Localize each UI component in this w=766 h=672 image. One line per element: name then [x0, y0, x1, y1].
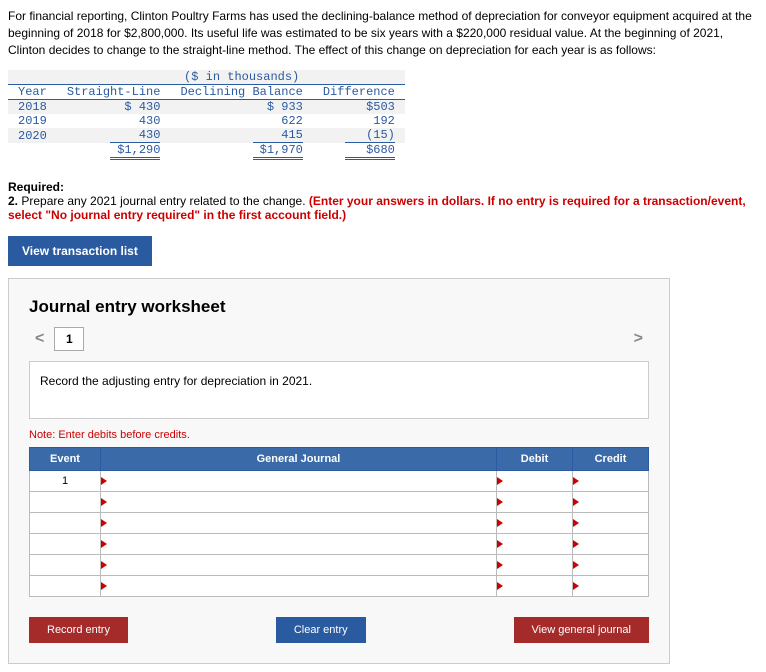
- credit-input[interactable]: [573, 513, 649, 534]
- worksheet-title: Journal entry worksheet: [29, 297, 649, 317]
- journal-worksheet: Journal entry worksheet < 1 > Record the…: [8, 278, 670, 664]
- event-cell: [30, 513, 101, 534]
- table-row: 2019: [8, 114, 57, 128]
- credit-input[interactable]: [573, 555, 649, 576]
- record-entry-button[interactable]: Record entry: [29, 617, 128, 643]
- account-input[interactable]: [101, 555, 497, 576]
- account-input[interactable]: [101, 492, 497, 513]
- account-input[interactable]: [101, 576, 497, 597]
- col-credit: Credit: [573, 448, 649, 471]
- debit-input[interactable]: [497, 576, 573, 597]
- account-input[interactable]: [101, 471, 497, 492]
- unit-header: ($ in thousands): [170, 70, 312, 85]
- chevron-right-icon[interactable]: >: [628, 330, 649, 348]
- credit-input[interactable]: [573, 471, 649, 492]
- instruction-text: Record the adjusting entry for depreciat…: [40, 374, 312, 388]
- depreciation-table: ($ in thousands) Year Straight-Line Decl…: [8, 70, 405, 160]
- required-text: Prepare any 2021 journal entry related t…: [18, 194, 309, 208]
- table-row: 2018: [8, 100, 57, 115]
- event-cell: 1: [30, 471, 101, 492]
- total-db: $1,970: [170, 143, 312, 160]
- total-diff: $680: [313, 143, 405, 160]
- credit-input[interactable]: [573, 534, 649, 555]
- debit-input[interactable]: [497, 471, 573, 492]
- col-db: Declining Balance: [170, 85, 312, 100]
- clear-entry-button[interactable]: Clear entry: [276, 617, 366, 643]
- debit-input[interactable]: [497, 555, 573, 576]
- col-diff: Difference: [313, 85, 405, 100]
- view-transaction-list-button[interactable]: View transaction list: [8, 236, 152, 266]
- col-general-journal: General Journal: [101, 448, 497, 471]
- table-row: 2020: [8, 128, 57, 143]
- note-text: Note: Enter debits before credits.: [29, 429, 649, 441]
- problem-statement: For financial reporting, Clinton Poultry…: [8, 8, 758, 58]
- required-number: 2.: [8, 194, 18, 208]
- credit-input[interactable]: [573, 492, 649, 513]
- debit-input[interactable]: [497, 534, 573, 555]
- tab-1[interactable]: 1: [54, 327, 84, 351]
- event-cell: [30, 576, 101, 597]
- chevron-left-icon[interactable]: <: [29, 330, 50, 348]
- event-cell: [30, 492, 101, 513]
- credit-input[interactable]: [573, 576, 649, 597]
- col-event: Event: [30, 448, 101, 471]
- event-cell: [30, 534, 101, 555]
- total-sl: $1,290: [57, 143, 171, 160]
- account-input[interactable]: [101, 513, 497, 534]
- col-year: Year: [8, 85, 57, 100]
- col-sl: Straight-Line: [57, 85, 171, 100]
- col-debit: Debit: [497, 448, 573, 471]
- required-section: Required: 2. Prepare any 2021 journal en…: [8, 180, 758, 222]
- view-general-journal-button[interactable]: View general journal: [514, 617, 649, 643]
- instruction-box: Record the adjusting entry for depreciat…: [29, 361, 649, 419]
- debit-input[interactable]: [497, 492, 573, 513]
- account-input[interactable]: [101, 534, 497, 555]
- event-cell: [30, 555, 101, 576]
- debit-input[interactable]: [497, 513, 573, 534]
- journal-entry-table: Event General Journal Debit Credit 1: [29, 447, 649, 597]
- required-heading: Required:: [8, 180, 64, 194]
